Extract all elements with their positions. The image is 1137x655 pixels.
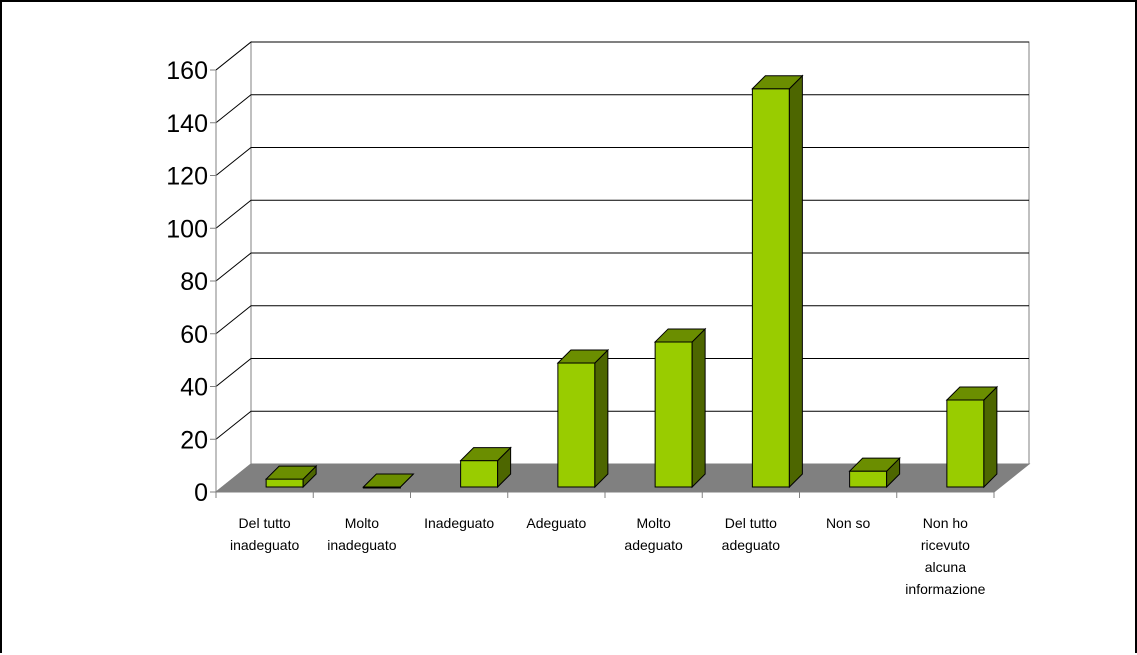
- y-tick-label: 20: [180, 426, 208, 454]
- x-tick-label-line: inadeguato: [230, 537, 300, 553]
- y-tick-label: 80: [180, 268, 208, 296]
- x-tick-label-line: Del tutto: [725, 515, 777, 531]
- bars: [264, 74, 999, 489]
- x-tick-label: Molto adeguato: [624, 515, 683, 553]
- y-tick-label: 100: [166, 215, 208, 243]
- y-axis-ticks: 0 20 40 60 80 100 120 140 160: [166, 57, 217, 507]
- x-tick-label-line: Molto: [637, 515, 671, 531]
- x-tick-label-line: Molto: [345, 515, 379, 531]
- bar-side: [983, 385, 998, 489]
- x-tick-label: Non so: [826, 515, 871, 531]
- bar-front: [460, 460, 499, 488]
- x-tick-label: Molto inadeguato: [327, 515, 397, 553]
- bar-top: [556, 349, 610, 364]
- x-tick-label-line: alcuna: [925, 559, 966, 575]
- chart-walls: [215, 40, 1030, 494]
- x-tick-label: Non ho ricevuto alcuna informazione: [905, 515, 985, 597]
- bar-front: [654, 341, 693, 488]
- x-tick-label-line: inadeguato: [327, 537, 397, 553]
- x-tick-label-line: adeguato: [722, 537, 781, 553]
- bar-front: [849, 470, 888, 488]
- y-tick-label: 160: [166, 57, 208, 85]
- y-tick-label: 120: [166, 163, 208, 191]
- x-tick-label: Inadeguato: [424, 515, 494, 531]
- bar-top: [848, 457, 901, 472]
- bar-side: [788, 74, 803, 489]
- y-tick-label: 0: [194, 479, 208, 507]
- x-tick-label: Del tutto adeguato: [722, 515, 781, 553]
- bar-front: [946, 399, 985, 488]
- y-tick-label: 60: [180, 321, 208, 349]
- x-tick-label: Adeguato: [526, 515, 586, 531]
- x-tick-label-line: Inadeguato: [424, 515, 494, 531]
- bar-top: [264, 465, 318, 480]
- bar-top: [459, 447, 512, 462]
- chart-floor: [214, 463, 1031, 493]
- floor-plane: [214, 463, 1031, 493]
- x-tick-label-line: ricevuto: [921, 537, 970, 553]
- x-axis-labels: Del tutto inadeguato Molto inadeguato Inadeg…: [215, 491, 995, 597]
- x-tick-label-line: Non ho: [923, 515, 968, 531]
- bar-top: [751, 75, 804, 90]
- bar-top: [362, 473, 415, 488]
- x-tick-label-line: informazione: [905, 581, 985, 597]
- x-tick-label-line: Del tutto: [239, 515, 291, 531]
- gridline: [215, 41, 1029, 71]
- bar-front: [751, 88, 790, 488]
- x-tick-label-line: Adeguato: [526, 515, 586, 531]
- bar-front: [557, 362, 596, 488]
- bar-front: [265, 478, 304, 488]
- bar-top: [945, 386, 999, 401]
- bar-top: [653, 328, 707, 343]
- x-tick-label-line: adeguato: [624, 537, 683, 553]
- bar-side: [594, 348, 609, 489]
- x-tick-label: Del tutto inadeguato: [230, 515, 300, 553]
- bar-side: [691, 327, 706, 489]
- y-tick-label: 40: [180, 374, 208, 402]
- y-tick-label: 140: [166, 110, 208, 138]
- x-tick-label-line: Non so: [826, 515, 871, 531]
